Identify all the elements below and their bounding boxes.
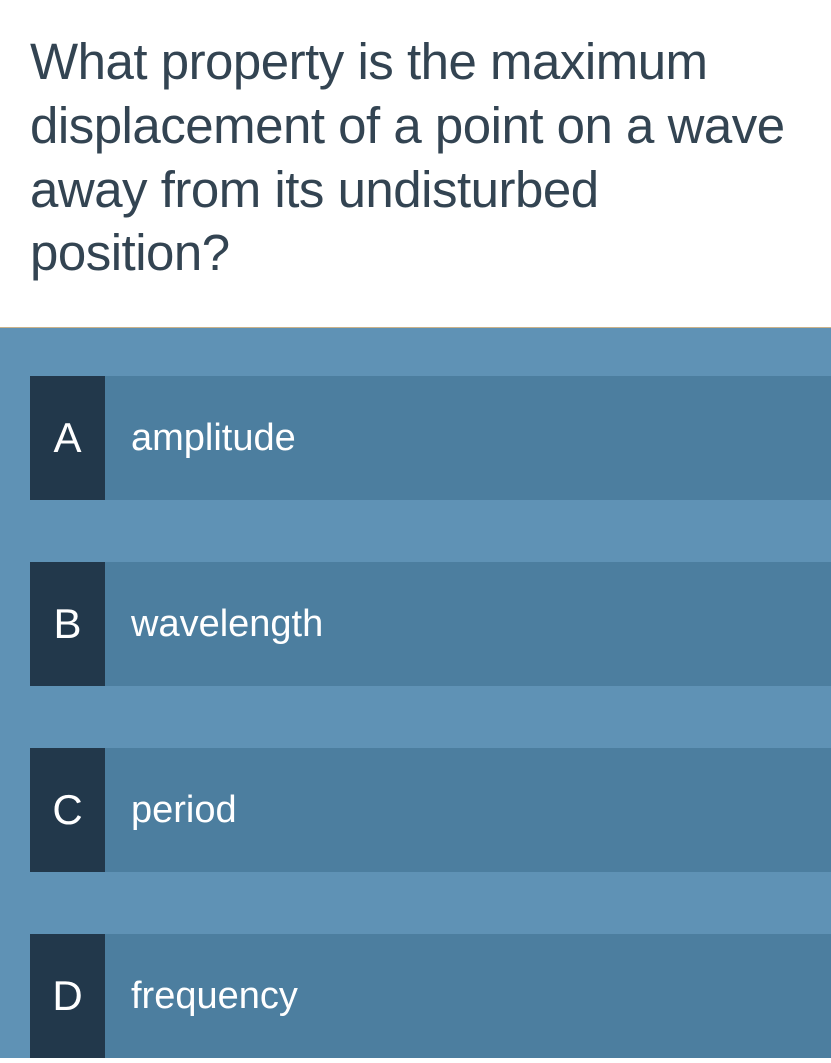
answer-option-b[interactable]: B wavelength (30, 562, 831, 686)
answer-letter: A (30, 376, 105, 500)
question-text: What property is the maximum displacemen… (30, 30, 801, 285)
answer-option-c[interactable]: C period (30, 748, 831, 872)
answer-text: frequency (105, 934, 831, 1058)
answer-letter: D (30, 934, 105, 1058)
answer-text: amplitude (105, 376, 831, 500)
answer-letter: C (30, 748, 105, 872)
question-panel: What property is the maximum displacemen… (0, 0, 831, 327)
answer-option-a[interactable]: A amplitude (30, 376, 831, 500)
answer-text: wavelength (105, 562, 831, 686)
answer-option-d[interactable]: D frequency (30, 934, 831, 1058)
answers-panel: A amplitude B wavelength C period D freq… (0, 327, 831, 1058)
answer-letter: B (30, 562, 105, 686)
answer-text: period (105, 748, 831, 872)
